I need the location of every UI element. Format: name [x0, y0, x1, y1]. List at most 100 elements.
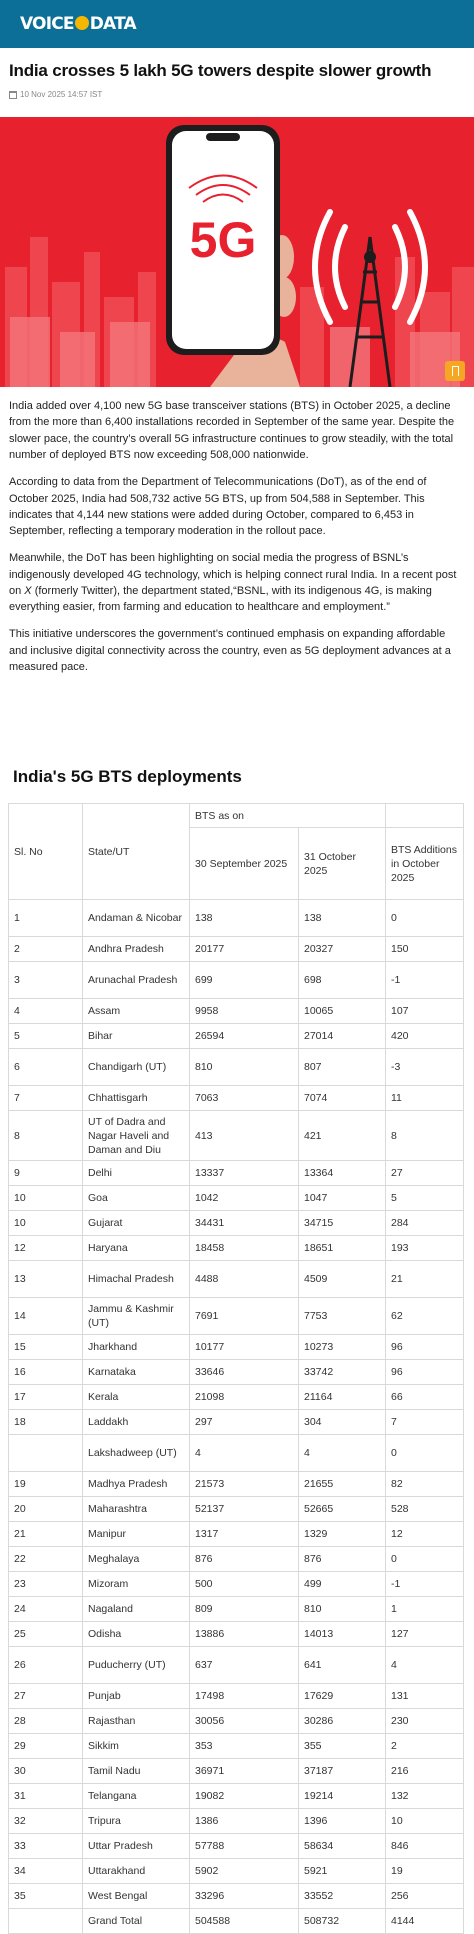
table-row: 13 Himachal Pradesh 4488 4509 21: [8, 1260, 464, 1298]
cell-additions: 150: [385, 936, 464, 962]
header-additions: BTS Additions in October 2025: [385, 827, 464, 900]
cell-oct: 810: [298, 1596, 386, 1622]
table-row: 33 Uttar Pradesh 57788 58634 846: [8, 1833, 464, 1859]
cell-sep: 4488: [189, 1260, 299, 1298]
calendar-icon: [9, 90, 17, 99]
table-row: 34 Uttarakhand 5902 5921 19: [8, 1858, 464, 1884]
table-row: 17 Kerala 21098 21164 66: [8, 1384, 464, 1410]
table-row: 20 Maharashtra 52137 52665 528: [8, 1496, 464, 1522]
table-row: 23 Mizoram 500 499 -1: [8, 1571, 464, 1597]
p3-italic-x: X: [24, 585, 32, 598]
cell-state: Maharashtra: [82, 1496, 190, 1522]
table-row: 25 Odisha 13886 14013 127: [8, 1621, 464, 1647]
cell-sep: 809: [189, 1596, 299, 1622]
table-header-row-1: Sl. No State/UT BTS as on: [8, 803, 464, 900]
table-row: 9 Delhi 13337 13364 27: [8, 1160, 464, 1186]
cell-sl-no: 27: [8, 1683, 83, 1709]
cell-sep: 26594: [189, 1023, 299, 1049]
cell-oct: 304: [298, 1409, 386, 1435]
cell-additions: 0: [385, 899, 464, 937]
bookmark-button[interactable]: [445, 361, 465, 381]
cell-oct: 807: [298, 1048, 386, 1086]
cell-sep: 13886: [189, 1621, 299, 1647]
cell-oct: 14013: [298, 1621, 386, 1647]
cell-state: Karnataka: [82, 1359, 190, 1385]
cell-additions: -1: [385, 961, 464, 999]
cell-sl-no: 2: [8, 936, 83, 962]
cell-additions: 96: [385, 1359, 464, 1385]
cell-sep: 9958: [189, 998, 299, 1024]
cell-sl-no: 21: [8, 1521, 83, 1547]
site-logo[interactable]: VOICE DATA: [20, 14, 137, 34]
cell-state: Odisha: [82, 1621, 190, 1647]
cell-state: West Bengal: [82, 1883, 190, 1909]
cell-state: Tamil Nadu: [82, 1758, 190, 1784]
cell-sep: 21098: [189, 1384, 299, 1410]
table-row: 10 Goa 1042 1047 5: [8, 1185, 464, 1211]
cell-oct: 1396: [298, 1808, 386, 1834]
cell-state: Chhattisgarh: [82, 1085, 190, 1111]
table-row: 12 Haryana 18458 18651 193: [8, 1235, 464, 1261]
table-row: 30 Tamil Nadu 36971 37187 216: [8, 1758, 464, 1784]
cell-sl-no: 20: [8, 1496, 83, 1522]
cell-sl-no: 31: [8, 1783, 83, 1809]
cell-sep: 4: [189, 1434, 299, 1472]
cell-state: Nagaland: [82, 1596, 190, 1622]
article-paragraph-4: This initiative underscores the governme…: [9, 628, 451, 674]
cell-oct: 13364: [298, 1160, 386, 1186]
table-row: 35 West Bengal 33296 33552 256: [8, 1883, 464, 1909]
header-sep: 30 September 2025: [189, 827, 299, 900]
cell-sl-no: 22: [8, 1546, 83, 1572]
header-sl-no: Sl. No: [8, 803, 83, 900]
cell-additions: 132: [385, 1783, 464, 1809]
cell-oct: 7753: [298, 1297, 386, 1335]
article-body: India added over 4,100 new 5G base trans…: [9, 398, 463, 686]
table-row: 4 Assam 9958 10065 107: [8, 998, 464, 1024]
cell-sl-no: 3: [8, 961, 83, 999]
cell-state: Lakshadweep (UT): [82, 1434, 190, 1472]
cell-additions: 256: [385, 1883, 464, 1909]
signal-waves-icon: [188, 174, 258, 203]
cell-sep: 810: [189, 1048, 299, 1086]
cell-additions: 284: [385, 1210, 464, 1236]
cell-additions: 7: [385, 1409, 464, 1435]
cell-oct: 1329: [298, 1521, 386, 1547]
bookmark-icon: [451, 366, 459, 376]
cell-sep: 1317: [189, 1521, 299, 1547]
table-row: 6 Chandigarh (UT) 810 807 -3: [8, 1048, 464, 1086]
cell-sl-no: 15: [8, 1334, 83, 1360]
cell-sl-no: 29: [8, 1733, 83, 1759]
cell-sl-no: 1: [8, 899, 83, 937]
table-row: 2 Andhra Pradesh 20177 20327 150: [8, 936, 464, 962]
cell-additions: 107: [385, 998, 464, 1024]
table-row: 29 Sikkim 353 355 2: [8, 1733, 464, 1759]
cell-additions: 131: [385, 1683, 464, 1709]
table-row: 19 Madhya Pradesh 21573 21655 82: [8, 1471, 464, 1497]
cell-oct: 37187: [298, 1758, 386, 1784]
cell-additions: 19: [385, 1858, 464, 1884]
cell-oct: 421: [298, 1110, 386, 1161]
table-title: India's 5G BTS deployments: [13, 767, 242, 786]
cell-sep: 33296: [189, 1883, 299, 1909]
cell-sep: 10177: [189, 1334, 299, 1360]
cell-sl-no: 10: [8, 1210, 83, 1236]
cell-oct: 5921: [298, 1858, 386, 1884]
cell-oct: 499: [298, 1571, 386, 1597]
cell-oct: 10273: [298, 1334, 386, 1360]
cell-sl-no: 7: [8, 1085, 83, 1111]
cell-additions: 193: [385, 1235, 464, 1261]
cell-state: Puducherry (UT): [82, 1646, 190, 1684]
cell-sl-no: 30: [8, 1758, 83, 1784]
cell-sep: 138: [189, 899, 299, 937]
cell-additions: 66: [385, 1384, 464, 1410]
cell-oct: 19214: [298, 1783, 386, 1809]
article-date: 10 Nov 2025 14:57 IST: [20, 90, 103, 99]
cell-additions: 4144: [385, 1908, 464, 1934]
table-row: 10 Gujarat 34431 34715 284: [8, 1210, 464, 1236]
cell-state: Delhi: [82, 1160, 190, 1186]
cell-sl-no: 35: [8, 1883, 83, 1909]
cell-additions: 11: [385, 1085, 464, 1111]
tower-icon: [312, 209, 428, 387]
cell-state: Bihar: [82, 1023, 190, 1049]
logo-ampersand-icon: [74, 16, 89, 30]
